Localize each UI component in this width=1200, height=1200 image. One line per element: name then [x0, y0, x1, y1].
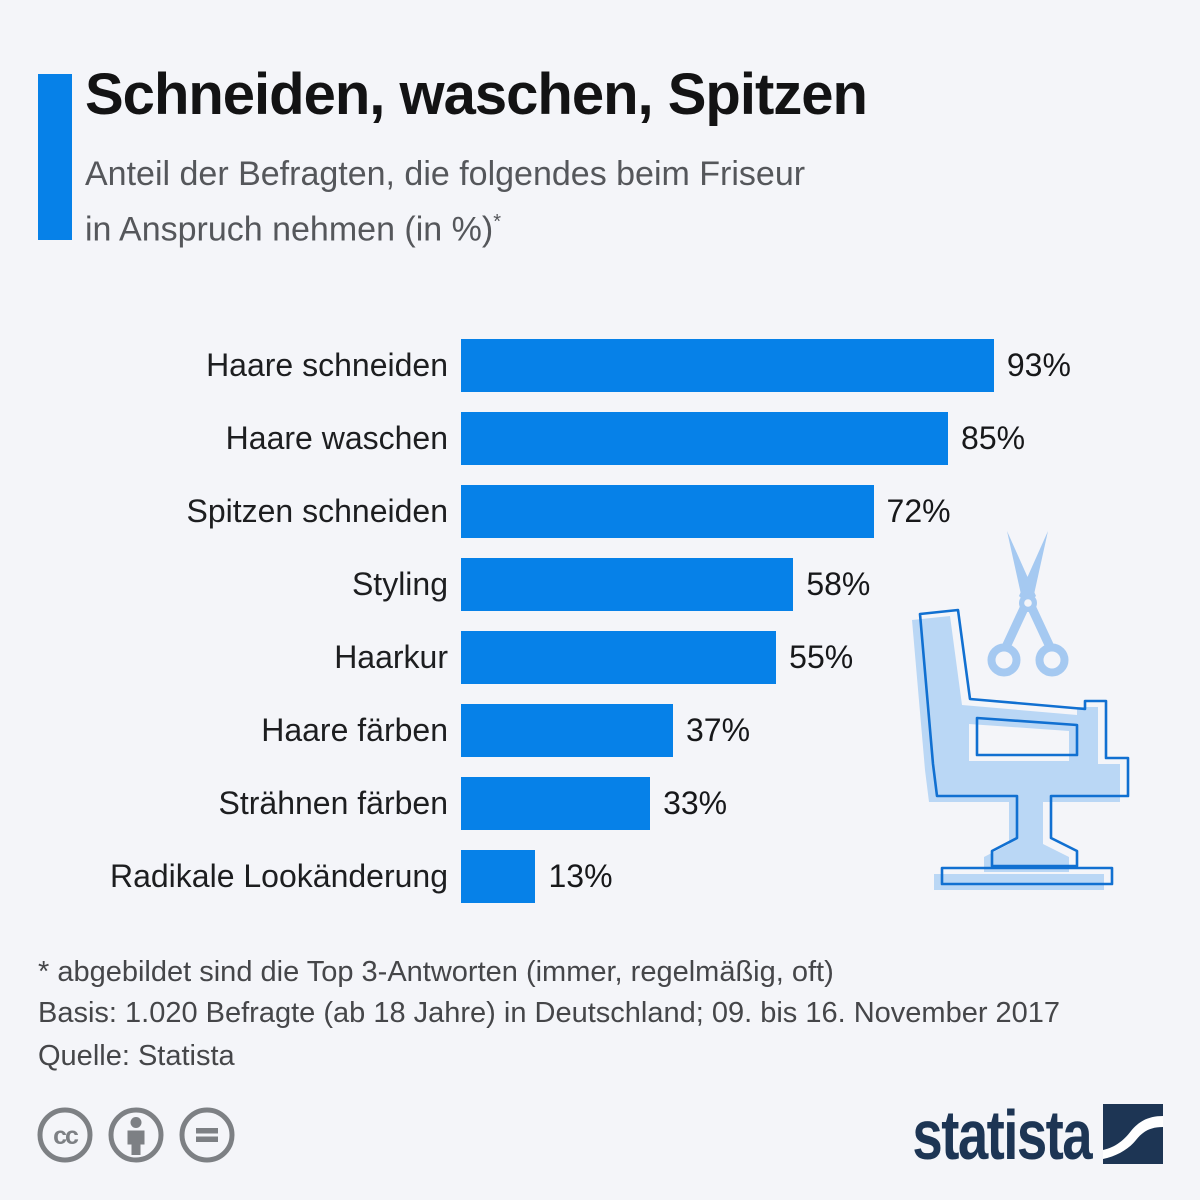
bar — [461, 704, 673, 757]
bar-row: Strähnen färben 33% — [0, 767, 1200, 840]
bar-row: Styling 58% — [0, 548, 1200, 621]
bar-value-label: 93% — [1006, 347, 1071, 383]
footnotes: * abgebildet sind die Top 3-Antworten (i… — [38, 952, 1158, 1077]
bar-label: Radikale Lookänderung — [109, 858, 448, 894]
page-subtitle: Anteil der Befragten, die folgendes beim… — [85, 150, 1085, 253]
bar-value-label: 13% — [548, 858, 613, 894]
footnote-line2: Basis: 1.020 Befragte (ab 18 Jahre) in D… — [38, 997, 1061, 1029]
bar-label: Haare schneiden — [206, 347, 448, 383]
bar-label: Haare waschen — [225, 420, 448, 456]
scissors-icon — [987, 531, 1069, 677]
bar-label: Haarkur — [334, 639, 448, 675]
bar-label: Haare färben — [261, 712, 448, 748]
statista-logo[interactable]: statista — [862, 1095, 1163, 1174]
subtitle-line2: in Anspruch nehmen (in %) — [85, 210, 494, 249]
page-title: Schneiden, waschen, Spitzen — [85, 62, 868, 127]
bar — [461, 412, 949, 465]
bar-row: Haare färben 37% — [0, 694, 1200, 767]
bar-value-label: 55% — [789, 639, 854, 675]
statista-logo-mark-icon — [1103, 1104, 1163, 1164]
footnote-line1: * abgebildet sind die Top 3-Antworten (i… — [38, 956, 834, 988]
title-accent-bar — [38, 74, 72, 240]
barber-illustration — [880, 515, 1200, 915]
attribution-icon[interactable] — [107, 1106, 165, 1164]
bar — [461, 485, 874, 538]
bar-row: Radikale Lookänderung 13% — [0, 840, 1200, 913]
footnote-marker: * — [493, 211, 502, 233]
bar — [461, 631, 777, 684]
bar-label: Strähnen färben — [218, 785, 449, 821]
svg-text:cc: cc — [53, 1122, 79, 1150]
bar — [461, 339, 994, 392]
barber-chair-icon — [912, 608, 1130, 890]
equals-icon[interactable] — [178, 1106, 236, 1164]
bar — [461, 558, 794, 611]
bar-row: Haare waschen 85% — [0, 402, 1200, 475]
license-icons: cc — [36, 1106, 236, 1164]
bar-row: Spitzen schneiden 72% — [0, 475, 1200, 548]
source-line: Quelle: Statista — [38, 1040, 235, 1072]
bar — [461, 850, 536, 903]
bar-value-label: 58% — [806, 566, 871, 602]
bar-chart: Haare schneiden 93% Haare waschen 85% Sp… — [0, 329, 1200, 913]
bar-value-label: 37% — [686, 712, 751, 748]
bar-label: Styling — [351, 566, 448, 602]
bar-value-label: 85% — [961, 420, 1026, 456]
subtitle-line1: Anteil der Befragten, die folgendes beim… — [85, 155, 806, 193]
bar — [461, 777, 651, 830]
statista-wordmark: statista — [912, 1095, 1092, 1174]
cc-icon[interactable]: cc — [36, 1106, 94, 1164]
bar-value-label: 72% — [886, 493, 951, 529]
bar-row: Haare schneiden 93% — [0, 329, 1200, 402]
bar-value-label: 33% — [663, 785, 728, 821]
bar-row: Haarkur 55% — [0, 621, 1200, 694]
bar-label: Spitzen schneiden — [186, 493, 448, 529]
